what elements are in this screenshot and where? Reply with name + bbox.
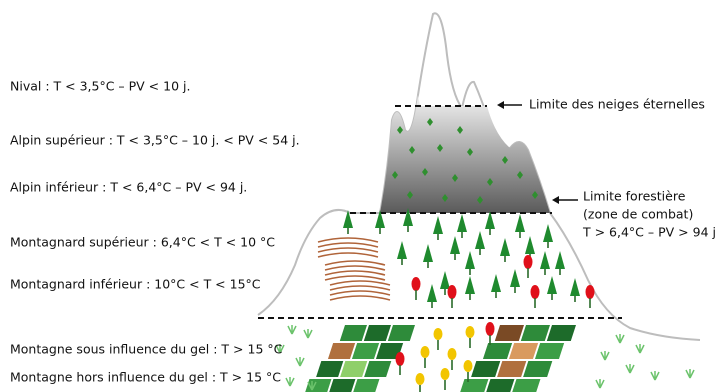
zone-label: Alpin inférieur : T < 6,4°C – PV < 94 j. [10,180,247,195]
mountain-diagram: Nival : T < 3,5°C – PV < 10 j. Alpin sup… [0,0,716,392]
zone-label: Montagnard supérieur : 6,4°C < T < 10 °C [10,235,275,250]
zone-label: Nival : T < 3,5°C – PV < 10 j. [10,79,190,94]
annotation: Limite des neiges éternelles [529,97,705,112]
annotation: Limite forestière [583,189,686,204]
annotation: (zone de combat) [583,207,693,222]
annotation: T > 6,4°C – PV > 94 j. [582,225,716,240]
zone-label: Montagne sous influence du gel : T > 15 … [10,342,283,357]
diagram: Nival : T < 3,5°C – PV < 10 j. Alpin sup… [0,0,716,392]
zone-label: Alpin supérieur : T < 3,5°C – 10 j. < PV… [10,133,300,148]
zone-label: Montagne hors influence du gel : T > 15 … [10,370,281,385]
zone-label: Montagnard inférieur : 10°C < T < 15°C [10,277,261,292]
